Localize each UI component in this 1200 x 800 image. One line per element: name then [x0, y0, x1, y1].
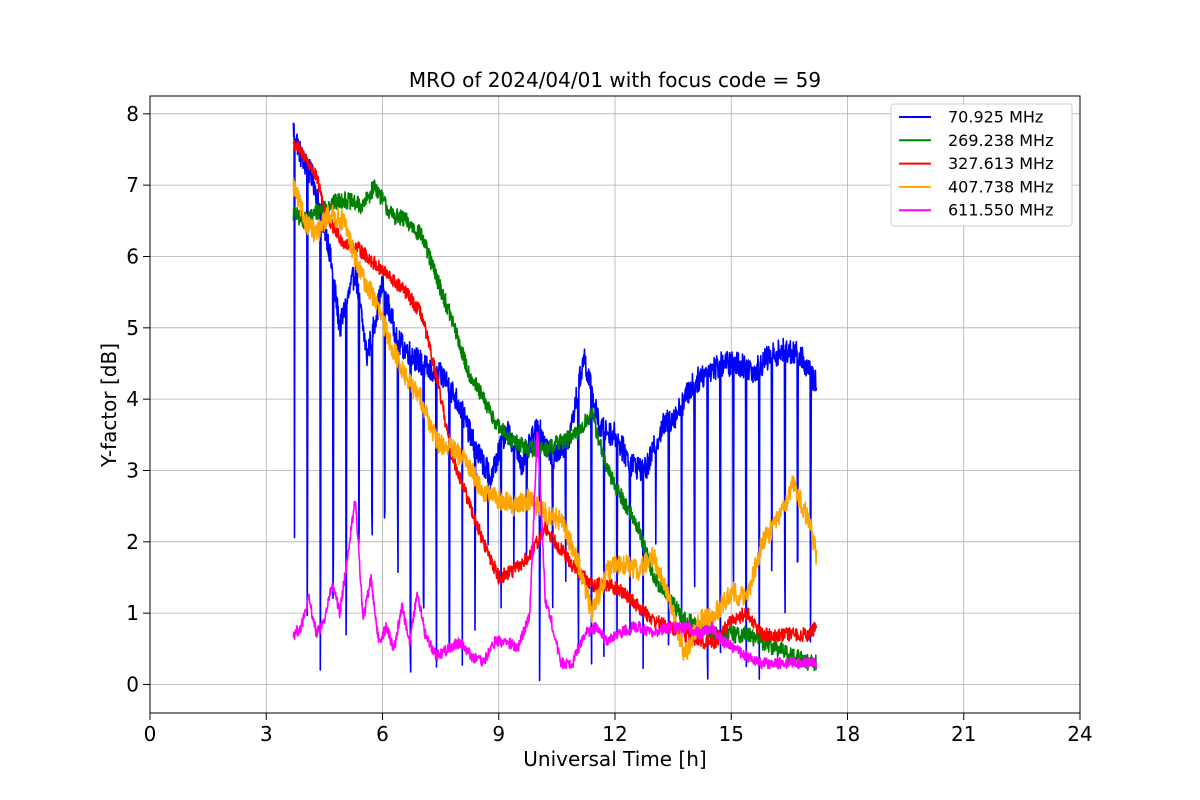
series-layer: [292, 122, 818, 682]
x-tick-label: 0: [144, 722, 157, 746]
y-tick-label: 1: [126, 601, 139, 625]
x-tick-label: 6: [376, 722, 389, 746]
legend-label: 327.613 MHz: [948, 154, 1053, 173]
x-tick-label: 24: [1067, 722, 1092, 746]
legend-label: 269.238 MHz: [948, 131, 1053, 150]
y-tick-label: 4: [126, 387, 139, 411]
x-tick-label: 21: [951, 722, 976, 746]
series-line: [292, 431, 818, 670]
y-tick-label: 0: [126, 672, 139, 696]
series-line: [292, 179, 818, 672]
x-tick-label: 12: [602, 722, 627, 746]
x-tick-label: 9: [492, 722, 505, 746]
legend: 70.925 MHz 269.238 MHz 327.613 MHz 407.738 …: [890, 103, 1073, 227]
series-line: [292, 140, 818, 650]
x-tick-label: 15: [719, 722, 744, 746]
x-axis-label: Universal Time [h]: [523, 747, 706, 771]
y-axis-label: Y-factor [dB]: [97, 343, 121, 468]
legend-label: 407.738 MHz: [948, 177, 1053, 196]
legend-label: 611.550 MHz: [948, 201, 1053, 220]
y-tick-label: 3: [126, 458, 139, 482]
y-tick-label: 2: [126, 530, 139, 554]
chart-title: MRO of 2024/04/01 with focus code = 59: [409, 68, 821, 92]
x-tick-label: 3: [260, 722, 273, 746]
y-tick-label: 6: [126, 244, 139, 268]
x-axis-ticks: 0 3 6 9 12 15 18 21 24: [144, 713, 1093, 746]
legend-box: [890, 103, 1073, 227]
series-line: [292, 122, 818, 682]
legend-label: 70.925 MHz: [948, 108, 1043, 127]
series-line: [292, 177, 818, 661]
y-tick-label: 7: [126, 173, 139, 197]
y-tick-label: 5: [126, 316, 139, 340]
y-axis-ticks: 0 1 2 3 4 5 6 7 8: [126, 102, 150, 696]
y-tick-label: 8: [126, 102, 139, 126]
x-tick-label: 18: [835, 722, 860, 746]
